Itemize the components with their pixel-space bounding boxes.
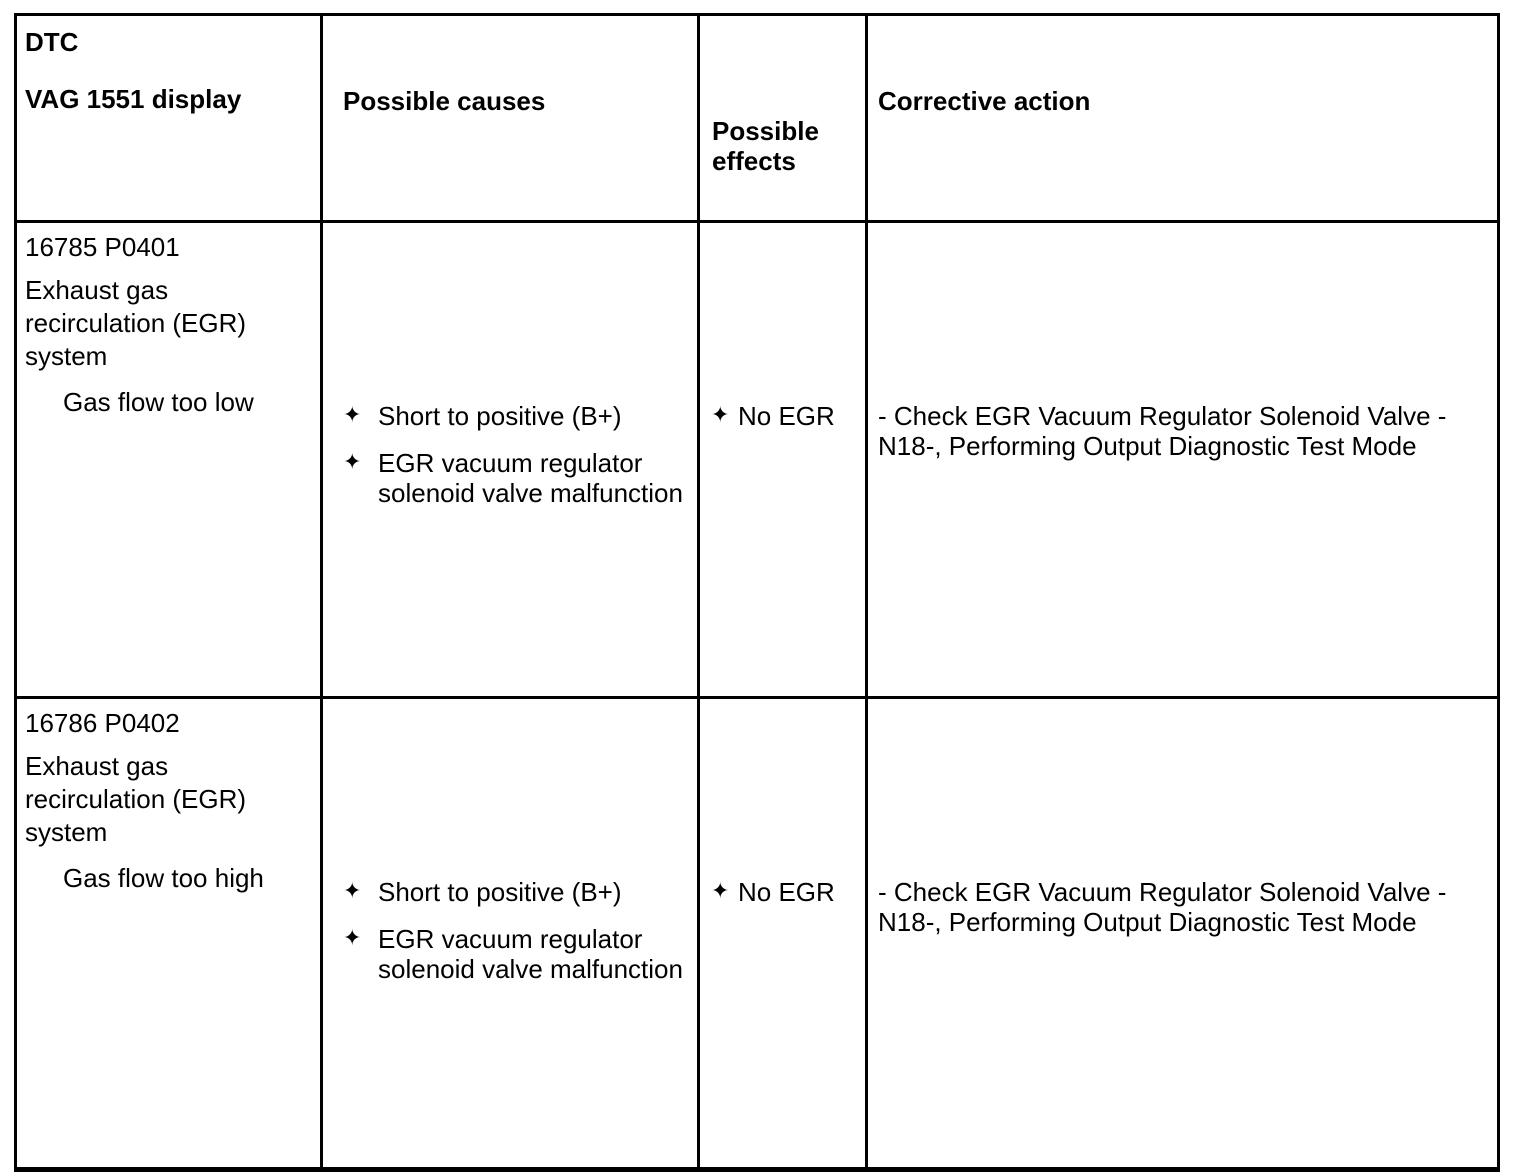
effects-cell-p0402: ✦ No EGR — [697, 696, 868, 1171]
header-corrective-action-label: Corrective action — [878, 86, 1091, 116]
cause-text: EGR vacuum regulator solenoid valve malf… — [378, 924, 683, 984]
dtc-description: Exhaust gas recirculation (EGR) system — [25, 275, 247, 371]
dtc-table: DTC VAG 1551 display Possible causes Pos… — [14, 13, 1500, 1172]
effect-item: ✦ No EGR — [711, 877, 863, 907]
dtc-symptom: Gas flow too high — [63, 863, 264, 893]
diamond-bullet-icon: ✦ — [711, 403, 730, 428]
manual-page: DTC VAG 1551 display Possible causes Pos… — [14, 13, 1500, 1172]
table-header-row: DTC VAG 1551 display Possible causes Pos… — [14, 13, 1500, 223]
table-row-p0402: 16786 P0402 Exhaust gas recirculation (E… — [14, 696, 1500, 1171]
header-dtc-label: DTC — [25, 27, 79, 57]
diamond-bullet-icon: ✦ — [711, 879, 730, 904]
dtc-description: Exhaust gas recirculation (EGR) system — [25, 751, 247, 847]
dtc-code: 16786 P0402 — [25, 708, 180, 738]
causes-cell-p0401: ✦ Short to positive (B+) ✦ EGR vacuum re… — [320, 220, 700, 699]
header-cell-corrective-action: Corrective action — [865, 13, 1500, 223]
header-cell-dtc-display: DTC VAG 1551 display — [14, 13, 323, 223]
action-cell-p0402: - Check EGR Vacuum Regulator Solenoid Va… — [865, 696, 1500, 1171]
effect-text: No EGR — [738, 877, 835, 907]
corrective-action-text: - Check EGR Vacuum Regulator Solenoid Va… — [878, 401, 1447, 461]
dtc-code: 16785 P0401 — [25, 232, 180, 262]
cause-text: Short to positive (B+) — [378, 401, 622, 431]
diamond-bullet-icon: ✦ — [343, 926, 362, 951]
diamond-bullet-icon: ✦ — [343, 879, 362, 904]
diamond-bullet-icon: ✦ — [343, 450, 362, 475]
dtc-cell-p0402: 16786 P0402 Exhaust gas recirculation (E… — [14, 696, 323, 1171]
effects-cell-p0401: ✦ No EGR — [697, 220, 868, 699]
header-cell-possible-causes: Possible causes — [320, 13, 700, 223]
causes-cell-p0402: ✦ Short to positive (B+) ✦ EGR vacuum re… — [320, 696, 700, 1171]
header-cell-possible-effects: Possible effects — [697, 13, 868, 223]
cause-item: ✦ EGR vacuum regulator solenoid valve ma… — [343, 448, 693, 508]
cause-item: ✦ EGR vacuum regulator solenoid valve ma… — [343, 924, 693, 984]
dtc-symptom: Gas flow too low — [63, 387, 254, 417]
corrective-action-text: - Check EGR Vacuum Regulator Solenoid Va… — [878, 877, 1447, 937]
effect-item: ✦ No EGR — [711, 401, 863, 431]
cause-item: ✦ Short to positive (B+) — [343, 401, 693, 431]
action-cell-p0401: - Check EGR Vacuum Regulator Solenoid Va… — [865, 220, 1500, 699]
table-row-p0401: 16785 P0401 Exhaust gas recirculation (E… — [14, 220, 1500, 699]
cause-item: ✦ Short to positive (B+) — [343, 877, 693, 907]
cause-text: Short to positive (B+) — [378, 877, 622, 907]
dtc-cell-p0401: 16785 P0401 Exhaust gas recirculation (E… — [14, 220, 323, 699]
diamond-bullet-icon: ✦ — [343, 403, 362, 428]
header-possible-causes-label: Possible causes — [343, 86, 546, 116]
header-possible-effects-label: Possible effects — [712, 116, 819, 176]
effect-text: No EGR — [738, 401, 835, 431]
header-vag-display-label: VAG 1551 display — [25, 84, 242, 114]
cause-text: EGR vacuum regulator solenoid valve malf… — [378, 448, 683, 508]
